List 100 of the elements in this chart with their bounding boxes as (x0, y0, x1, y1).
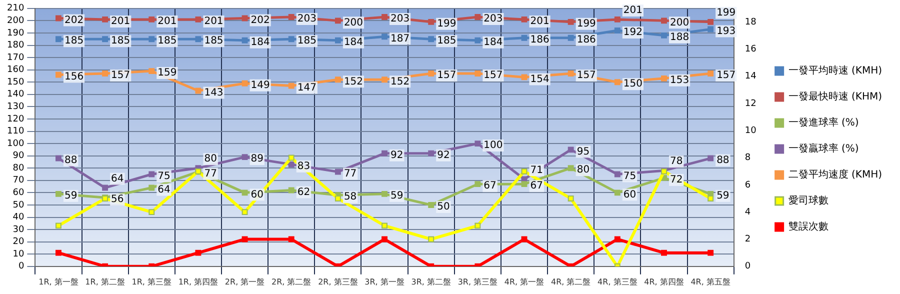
point (195, 250, 202, 256)
y-tick-label: 110 (6, 126, 24, 137)
point (568, 196, 574, 202)
point (428, 36, 434, 42)
y-tick-label: 80 (12, 163, 24, 174)
point (148, 184, 155, 191)
x-tick-label: 2R, 第二盤 (271, 277, 312, 286)
legend-label: 一發平均時速 (KMH) (788, 64, 882, 77)
data-label: 186 (576, 34, 596, 46)
point (568, 165, 574, 172)
point (102, 184, 108, 191)
point (334, 196, 341, 202)
y-tick-label: 60 (12, 188, 24, 198)
point (708, 196, 714, 202)
data-label: 199 (716, 8, 736, 19)
point (148, 171, 155, 178)
point (661, 250, 667, 256)
point (428, 18, 434, 25)
data-label: 62 (297, 186, 310, 198)
point (334, 18, 341, 24)
y2-tick-label: 0 (744, 262, 751, 272)
y-tick-label: 200 (6, 16, 24, 26)
data-label: 192 (623, 27, 643, 38)
point (382, 222, 388, 229)
point (242, 236, 248, 242)
point (55, 155, 62, 162)
data-label: 67 (484, 180, 496, 192)
point (708, 26, 714, 32)
point (474, 181, 481, 188)
x-tick-label: 1R, 第一盤 (38, 277, 78, 286)
point (288, 161, 294, 168)
data-label: 50 (437, 202, 450, 213)
data-label: 203 (390, 14, 410, 25)
point (708, 18, 714, 25)
legend-label: 愛司球數 (788, 194, 828, 207)
data-label: 185 (437, 36, 456, 47)
data-label: 185 (111, 36, 130, 47)
y-tick-label: 210 (6, 4, 24, 14)
data-label: 83 (297, 161, 310, 172)
y2-tick-label: 16 (744, 44, 757, 54)
data-label: 56 (111, 194, 124, 206)
point (102, 36, 108, 42)
data-label: 143 (204, 87, 224, 98)
point (195, 16, 202, 22)
data-label: 157 (111, 70, 130, 82)
point (102, 70, 108, 76)
x-tick-label: 1R, 第二盤 (85, 277, 125, 286)
data-label: 201 (623, 5, 643, 16)
data-label: 203 (297, 14, 316, 25)
point (55, 72, 62, 78)
data-label: 202 (64, 14, 84, 26)
y-tick-label: 120 (6, 114, 24, 124)
data-label: 150 (623, 78, 643, 90)
data-label: 60 (623, 189, 636, 200)
data-label: 193 (716, 26, 736, 37)
data-label: 200 (670, 17, 690, 28)
data-label: 59 (64, 190, 78, 202)
data-label: 64 (158, 184, 170, 196)
point (242, 15, 248, 22)
point (334, 37, 341, 44)
point (382, 34, 388, 40)
x-tick-label: 1R, 第三盤 (132, 277, 172, 286)
point (428, 70, 434, 76)
point (242, 80, 248, 86)
point (242, 209, 248, 216)
y-tick-label: 20 (12, 237, 24, 248)
point (382, 76, 388, 83)
x-tick-label: 2R, 第一盤 (224, 277, 265, 286)
data-label: 147 (297, 82, 316, 94)
data-label: 201 (204, 16, 224, 28)
y2-tick-label: 10 (744, 126, 757, 136)
data-label: 202 (250, 14, 270, 26)
point (474, 222, 481, 229)
x-tick-label: 1R, 第四盤 (178, 277, 218, 286)
data-label: 100 (484, 140, 503, 152)
point (195, 88, 202, 94)
data-label: 186 (530, 34, 550, 46)
point (428, 150, 434, 156)
data-label: 203 (484, 14, 503, 25)
x-tick-label: 4R, 第四盤 (644, 277, 684, 286)
data-label: 188 (670, 32, 690, 44)
legend-label: 一發贏球率 (%) (788, 142, 859, 155)
data-label: 185 (297, 36, 316, 47)
point (708, 70, 714, 76)
y-tick-label: 140 (6, 90, 24, 100)
x-tick-label: 3R, 第一盤 (364, 277, 404, 286)
data-label: 75 (158, 170, 170, 182)
data-label: 201 (158, 16, 177, 28)
point (288, 82, 294, 89)
data-label: 59 (390, 190, 404, 202)
x-tick-label: 4R, 第三盤 (598, 277, 638, 286)
data-label: 77 (204, 168, 217, 180)
point (521, 168, 528, 174)
point (288, 36, 294, 42)
point (474, 37, 481, 44)
point (661, 32, 667, 38)
x-tick-label: 4R, 第二盤 (550, 277, 591, 286)
point (55, 250, 62, 256)
point (334, 168, 341, 175)
point (382, 236, 388, 242)
